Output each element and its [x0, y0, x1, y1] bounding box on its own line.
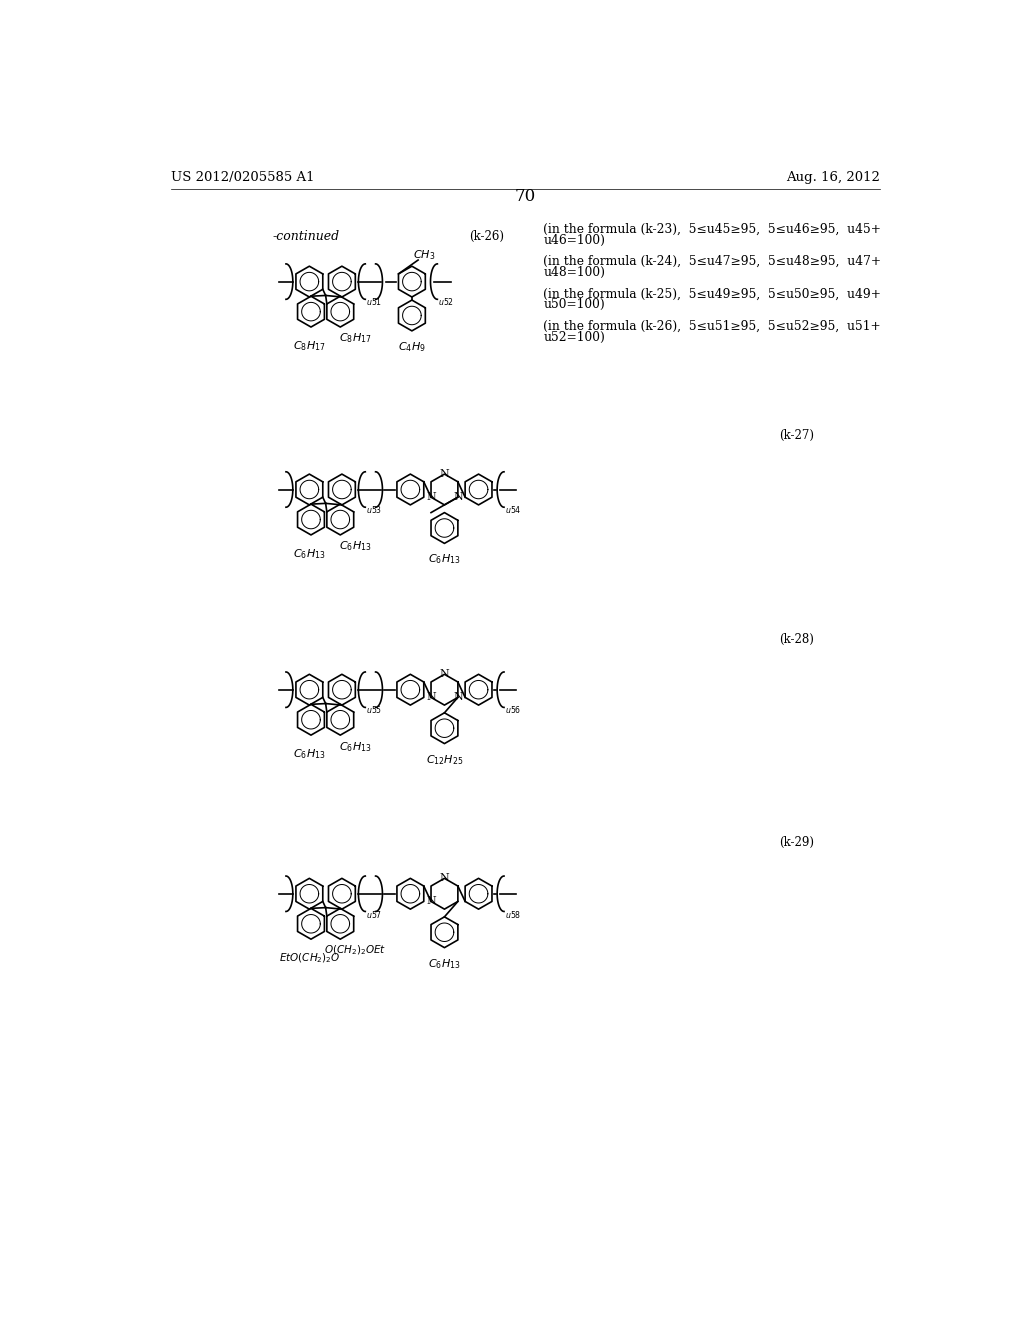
Text: (k-27): (k-27) — [779, 429, 814, 442]
Text: $C_8H_{17}$: $C_8H_{17}$ — [339, 331, 372, 346]
Text: N: N — [453, 693, 463, 702]
Text: (k-29): (k-29) — [779, 836, 814, 849]
Text: (in the formula (k-25),  5≤u49≥95,  5≤u50≥95,  u49+: (in the formula (k-25), 5≤u49≥95, 5≤u50≥… — [544, 288, 882, 301]
Text: N: N — [426, 492, 436, 502]
Text: u48=100): u48=100) — [544, 265, 605, 279]
Text: Aug. 16, 2012: Aug. 16, 2012 — [785, 172, 880, 185]
Text: $O(CH_2)_2OEt$: $O(CH_2)_2OEt$ — [324, 944, 386, 957]
Text: $C_8H_{17}$: $C_8H_{17}$ — [293, 339, 326, 354]
Text: (k-28): (k-28) — [779, 634, 814, 647]
Text: u46=100): u46=100) — [544, 234, 605, 247]
Text: $C_6H_{13}$: $C_6H_{13}$ — [293, 548, 326, 561]
Text: $C_6H_{13}$: $C_6H_{13}$ — [339, 739, 372, 754]
Text: $C_6H_{13}$: $C_6H_{13}$ — [339, 540, 372, 553]
Text: $C_6H_{13}$: $C_6H_{13}$ — [428, 957, 461, 970]
Text: N: N — [439, 469, 450, 479]
Text: $_{u56}$: $_{u56}$ — [505, 705, 521, 718]
Text: -continued: -continued — [272, 231, 340, 243]
Text: N: N — [426, 896, 436, 907]
Text: (k-26): (k-26) — [469, 231, 504, 243]
Text: $C_6H_{13}$: $C_6H_{13}$ — [428, 553, 461, 566]
Text: $_{u57}$: $_{u57}$ — [367, 909, 382, 921]
Text: $EtO(CH_2)_2O$: $EtO(CH_2)_2O$ — [279, 952, 340, 965]
Text: $CH_3$: $CH_3$ — [413, 248, 435, 263]
Text: $_{u54}$: $_{u54}$ — [505, 504, 521, 517]
Text: N: N — [439, 874, 450, 883]
Text: $C_{12}H_{25}$: $C_{12}H_{25}$ — [426, 752, 463, 767]
Text: $_{u51}$: $_{u51}$ — [367, 297, 382, 309]
Text: (in the formula (k-26),  5≤u51≥95,  5≤u52≥95,  u51+: (in the formula (k-26), 5≤u51≥95, 5≤u52≥… — [544, 319, 881, 333]
Text: u52=100): u52=100) — [544, 330, 605, 343]
Text: (in the formula (k-24),  5≤u47≥95,  5≤u48≥95,  u47+: (in the formula (k-24), 5≤u47≥95, 5≤u48≥… — [544, 255, 882, 268]
Text: $_{u58}$: $_{u58}$ — [505, 909, 521, 921]
Text: 70: 70 — [514, 189, 536, 206]
Text: (in the formula (k-23),  5≤u45≥95,  5≤u46≥95,  u45+: (in the formula (k-23), 5≤u45≥95, 5≤u46≥… — [544, 223, 882, 236]
Text: N: N — [453, 492, 463, 502]
Text: u50=100): u50=100) — [544, 298, 605, 312]
Text: N: N — [426, 693, 436, 702]
Text: US 2012/0205585 A1: US 2012/0205585 A1 — [171, 172, 314, 185]
Text: N: N — [439, 669, 450, 680]
Text: $_{u52}$: $_{u52}$ — [438, 297, 455, 309]
Text: $_{u53}$: $_{u53}$ — [367, 504, 382, 517]
Text: $_{u55}$: $_{u55}$ — [367, 705, 382, 718]
Text: $C_6H_{13}$: $C_6H_{13}$ — [293, 747, 326, 762]
Text: $C_4H_9$: $C_4H_9$ — [398, 341, 426, 354]
